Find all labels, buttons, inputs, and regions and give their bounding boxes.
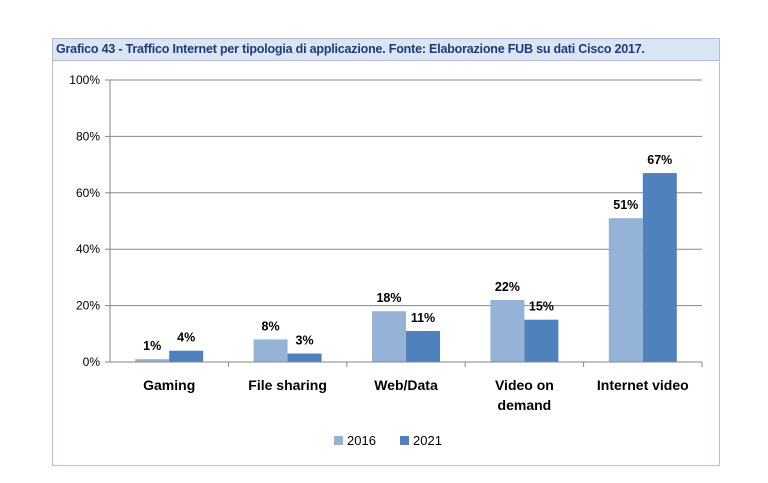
chart-frame: Grafico 43 - Traffico Internet per tipol… [52, 38, 720, 466]
data-label: 22% [495, 280, 520, 294]
y-tick-label: 60% [76, 186, 100, 200]
bar-2021 [642, 173, 677, 362]
legend-swatch-2021 [400, 436, 409, 445]
y-tick-label: 40% [76, 242, 100, 256]
data-label: 3% [296, 334, 314, 348]
category-label: Internet video [597, 377, 689, 393]
bar-2016 [490, 299, 525, 362]
legend-label: 2016 [347, 433, 376, 448]
data-label: 51% [613, 198, 638, 212]
bar-2021 [287, 353, 322, 362]
bar-2021 [406, 330, 440, 362]
bar-2016 [253, 339, 288, 362]
bar-2021 [169, 350, 204, 362]
data-label: 1% [143, 339, 161, 353]
bar-2016 [372, 311, 406, 362]
y-tick-label: 0% [83, 355, 101, 369]
category-label: Web/Data [374, 377, 438, 393]
title-bar: Grafico 43 - Traffico Internet per tipol… [53, 39, 719, 61]
category-label: File sharing [248, 377, 327, 393]
data-label: 11% [411, 311, 435, 325]
data-label: 15% [529, 300, 554, 314]
bar-2016 [608, 218, 643, 362]
legend-swatch-2016 [334, 436, 343, 445]
data-label: 8% [262, 319, 280, 333]
chart-title: Grafico 43 - Traffico Internet per tipol… [56, 42, 645, 56]
bar-2016 [135, 359, 170, 362]
category-label: Video on [495, 377, 554, 393]
data-label: 18% [376, 291, 401, 305]
bar-2021 [524, 319, 559, 362]
category-label: demand [498, 397, 552, 413]
data-label: 4% [177, 331, 195, 345]
y-tick-label: 20% [76, 299, 100, 313]
y-tick-label: 80% [76, 129, 100, 143]
legend-label: 2021 [413, 433, 442, 448]
category-label: Gaming [143, 377, 195, 393]
data-label: 67% [647, 153, 672, 167]
y-tick-label: 100% [69, 73, 100, 87]
